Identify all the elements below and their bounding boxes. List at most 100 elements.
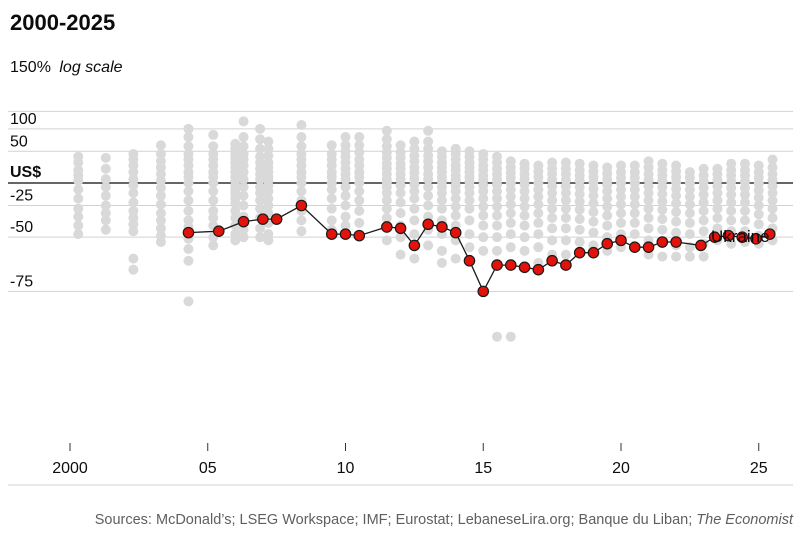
background-point-10-1 xyxy=(296,132,307,143)
ukraine-point-12 xyxy=(422,218,434,231)
background-point-41-7 xyxy=(753,209,764,220)
background-point-27-10 xyxy=(560,235,571,246)
ukraine-point-16 xyxy=(477,285,490,298)
background-point-20-9 xyxy=(464,195,475,206)
background-point-23-8 xyxy=(505,208,516,219)
background-point-26-7 xyxy=(547,203,558,214)
background-point-7-13 xyxy=(238,232,249,243)
background-point-27-9 xyxy=(560,223,571,234)
background-point-42-7 xyxy=(767,203,778,214)
y-tick-label-1: 50 xyxy=(10,133,28,150)
y-tick-label-3: -50 xyxy=(10,219,33,236)
background-point-38-7 xyxy=(712,212,723,223)
background-point-4-9 xyxy=(183,186,194,197)
background-point-2-10 xyxy=(128,219,139,230)
background-point-7-1 xyxy=(238,132,249,143)
background-point-21-9 xyxy=(478,201,489,212)
ukraine-point-28 xyxy=(642,241,655,253)
background-point-9-1 xyxy=(263,143,274,154)
background-point-27-8 xyxy=(560,212,571,223)
x-tick-label-4: 20 xyxy=(612,460,630,477)
ukraine-point-34 xyxy=(736,231,749,243)
background-point-38-8 xyxy=(712,223,723,234)
background-point-37-6 xyxy=(698,205,709,216)
background-point-21-12 xyxy=(478,232,489,243)
background-point-34-8 xyxy=(657,214,668,225)
background-point-1-6 xyxy=(100,208,111,219)
background-point-7-2 xyxy=(238,141,249,152)
background-point-24-7 xyxy=(519,201,530,212)
background-point-35-5 xyxy=(671,190,682,201)
background-point-12-7 xyxy=(340,174,351,185)
background-point-22-6 xyxy=(492,186,503,197)
background-point-5-10 xyxy=(208,205,219,216)
background-point-33-5 xyxy=(643,187,654,198)
background-point-32-4 xyxy=(629,184,640,195)
ukraine-point-24 xyxy=(587,246,600,259)
ukraine-point-23 xyxy=(573,246,586,259)
background-point-11-0 xyxy=(326,140,337,151)
background-point-10-2 xyxy=(296,141,307,152)
ukraine-point-13 xyxy=(436,221,448,233)
background-point-42-8 xyxy=(767,212,778,223)
background-point-27-5 xyxy=(560,187,571,198)
background-point-33-9 xyxy=(643,223,654,234)
background-point-25-6 xyxy=(533,199,544,210)
background-point-13-9 xyxy=(354,195,365,206)
background-point-9-0 xyxy=(263,136,274,147)
background-point-37-7 xyxy=(698,215,709,226)
background-point-2-13 xyxy=(128,264,139,275)
ukraine-point-17 xyxy=(491,259,503,271)
background-point-40-6 xyxy=(739,197,750,208)
background-point-0-6 xyxy=(73,193,84,204)
background-point-33-7 xyxy=(643,203,654,214)
ukraine-point-26 xyxy=(615,234,627,247)
chart-title: 2000-2025 xyxy=(10,10,115,35)
svg-text:150% log scale: 150% log scale xyxy=(10,59,123,76)
ukraine-point-22 xyxy=(560,259,572,271)
ukraine-point-9 xyxy=(381,221,393,233)
y-axis-top-value: 150% xyxy=(10,59,51,76)
background-point-23-5 xyxy=(505,184,516,195)
background-point-41-6 xyxy=(753,200,764,211)
background-point-28-4 xyxy=(574,182,585,193)
background-point-14-16 xyxy=(381,235,392,246)
background-point-17-10 xyxy=(423,200,434,211)
background-point-15-13 xyxy=(395,249,406,260)
background-point-13-11 xyxy=(354,217,365,228)
source-text: Sources: McDonald’s; LSEG Workspace; IMF… xyxy=(95,512,697,528)
background-point-4-10 xyxy=(183,195,194,206)
background-point-38-4 xyxy=(712,187,723,198)
ukraine-point-31 xyxy=(695,239,707,252)
ukraine-annotation: Ukraine xyxy=(711,227,770,246)
background-point-25-8 xyxy=(533,217,544,228)
background-point-10-12 xyxy=(296,215,307,226)
background-point-34-4 xyxy=(657,182,668,193)
background-point-29-8 xyxy=(588,216,599,227)
background-point-28-10 xyxy=(574,237,585,248)
background-point-3-8 xyxy=(155,199,166,210)
background-point-35-9 xyxy=(671,227,682,238)
background-point-42-0 xyxy=(767,154,778,165)
background-point-8-2 xyxy=(255,143,266,154)
background-point-22-8 xyxy=(492,201,503,212)
background-point-9-10 xyxy=(263,193,274,204)
ukraine-point-7 xyxy=(339,228,352,240)
background-point-15-7 xyxy=(395,180,406,191)
ukraine-point-29 xyxy=(656,236,669,248)
background-point-13-1 xyxy=(354,140,365,151)
background-point-29-7 xyxy=(588,207,599,218)
background-point-36-7 xyxy=(684,217,695,228)
background-point-35-8 xyxy=(671,216,682,227)
background-point-29-4 xyxy=(588,183,599,194)
background-point-14-11 xyxy=(381,187,392,198)
background-point-39-5 xyxy=(726,189,737,200)
background-point-39-7 xyxy=(726,205,737,216)
y-tick-label-4: -75 xyxy=(10,273,33,290)
background-point-31-7 xyxy=(616,208,626,219)
x-tick-label-2: 10 xyxy=(337,460,355,477)
background-point-22-13 xyxy=(492,331,503,342)
background-point-7-0 xyxy=(238,116,249,127)
background-point-14-13 xyxy=(381,203,392,214)
background-point-16-11 xyxy=(409,215,420,226)
